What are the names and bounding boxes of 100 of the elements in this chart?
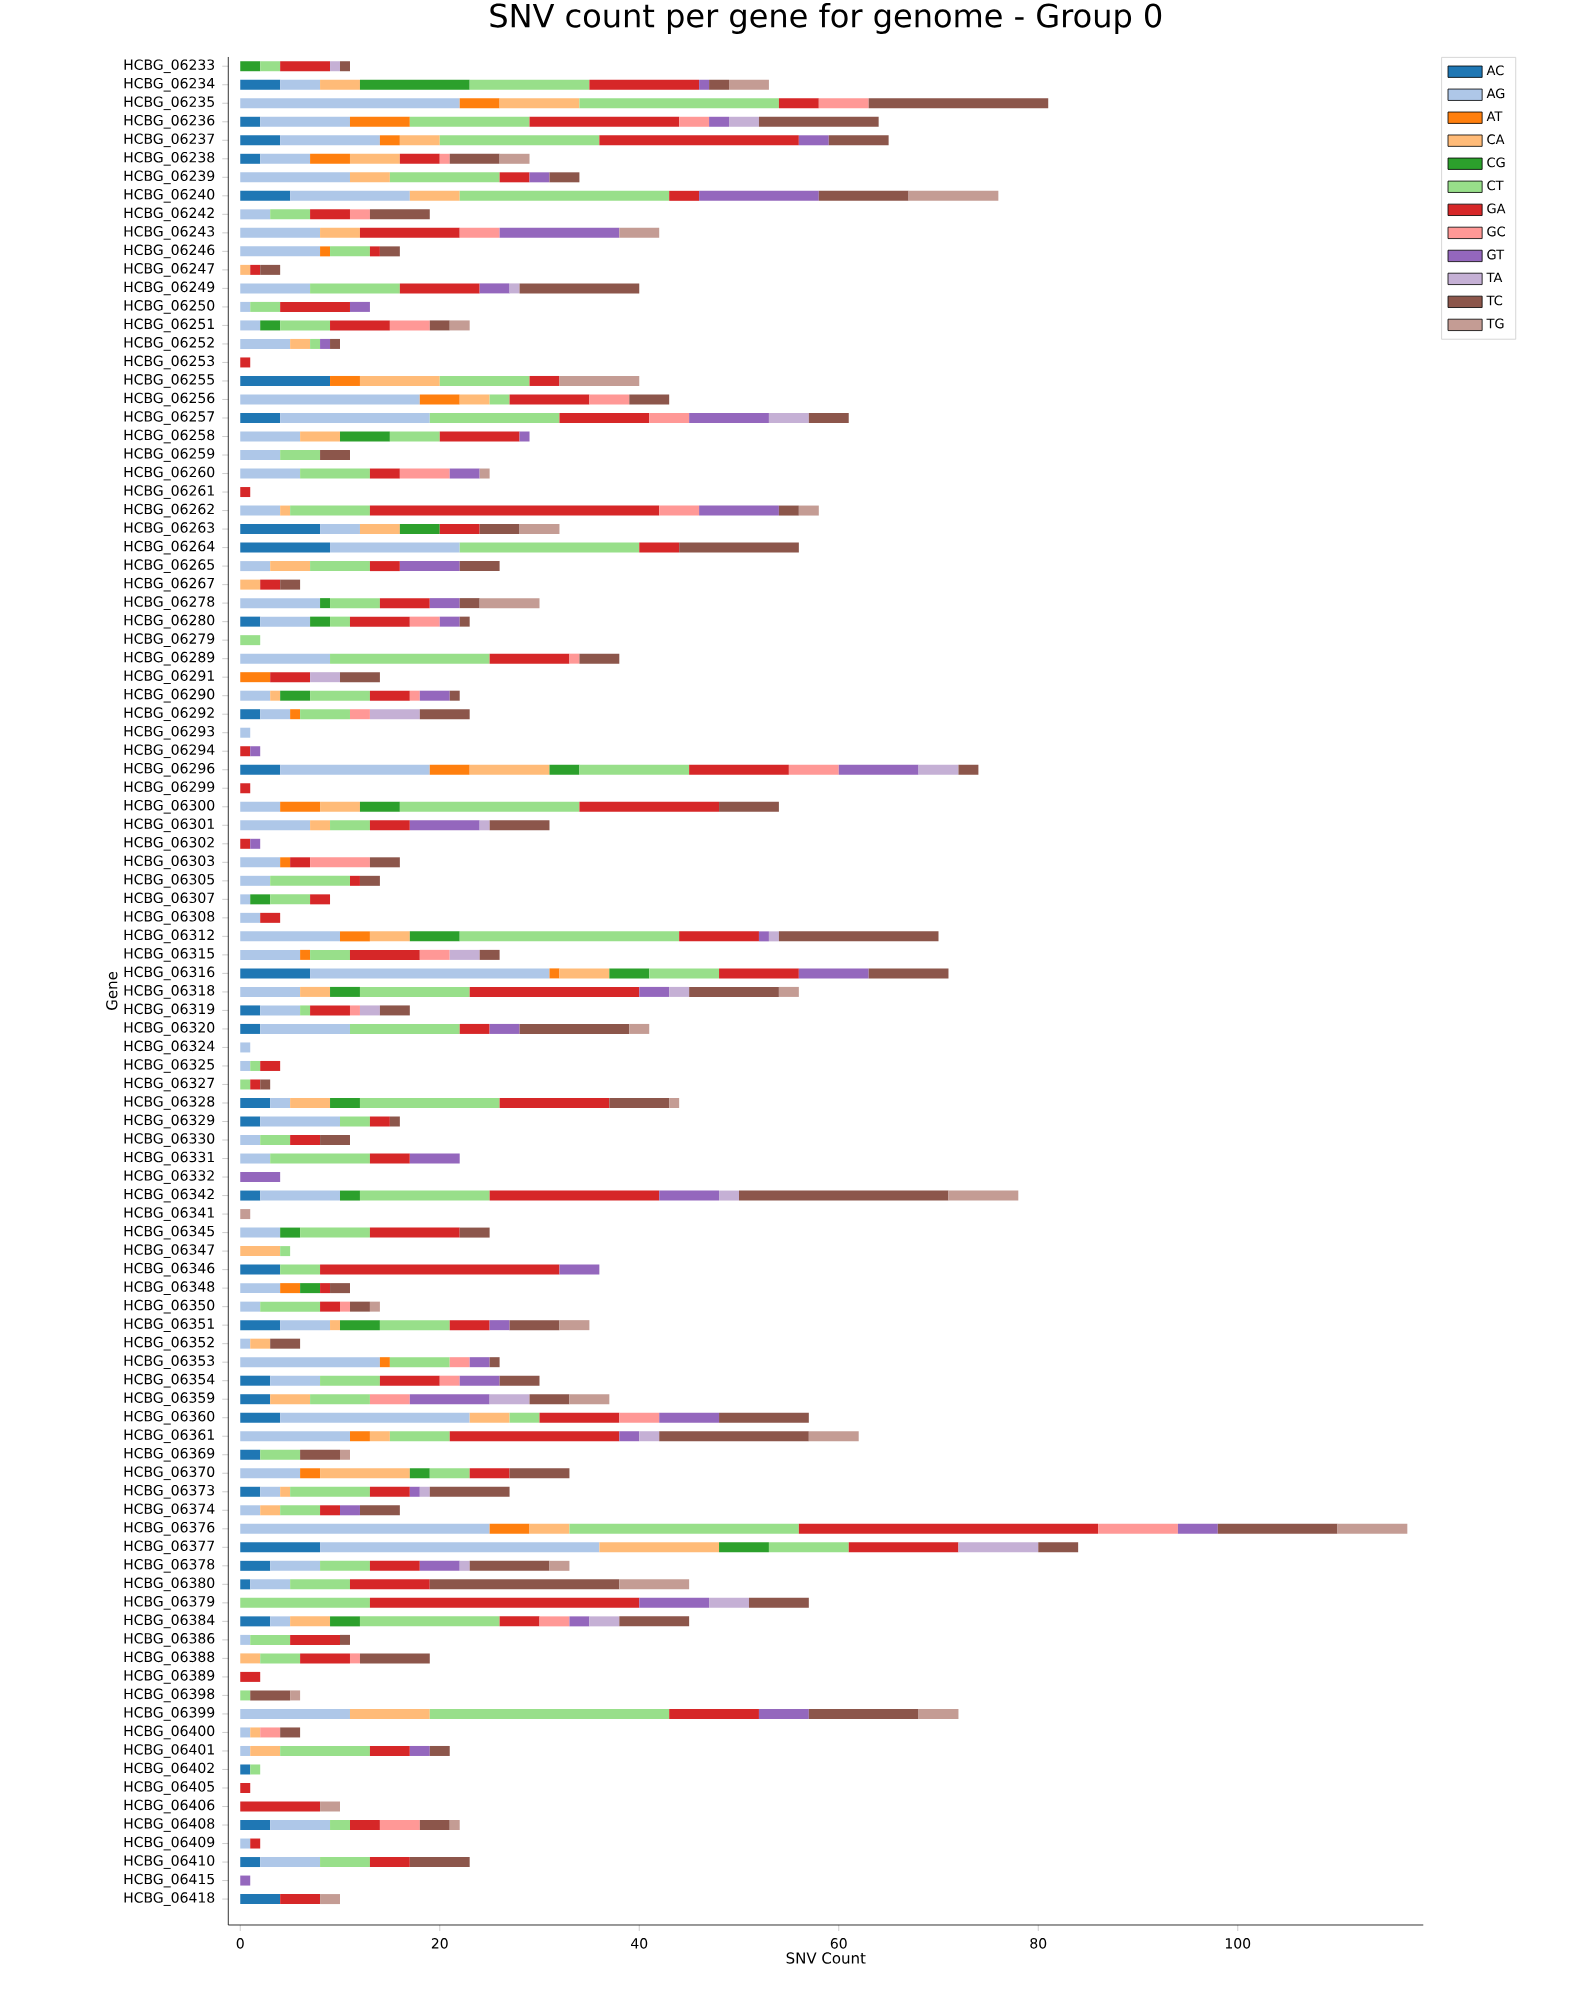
bar bbox=[549, 1560, 570, 1571]
bar bbox=[319, 79, 360, 90]
bar bbox=[250, 264, 261, 275]
bar bbox=[240, 1838, 251, 1849]
bar bbox=[240, 1079, 251, 1090]
bar bbox=[609, 1097, 670, 1108]
bar bbox=[679, 931, 759, 942]
y-tick-label: HCBG_06400 bbox=[124, 1725, 215, 1740]
y-tick-label: HCBG_06325 bbox=[124, 1059, 214, 1073]
bar bbox=[429, 1579, 620, 1590]
bar bbox=[240, 98, 460, 109]
legend-label: AG bbox=[1486, 88, 1505, 99]
y-tick-label: HCBG_06238 bbox=[124, 151, 215, 166]
y-tick-label: HCBG_06262 bbox=[124, 503, 214, 518]
bar bbox=[250, 1745, 281, 1756]
bar bbox=[280, 1320, 330, 1331]
bar bbox=[250, 1690, 290, 1701]
bar bbox=[778, 931, 939, 942]
bar bbox=[619, 1616, 689, 1627]
y-tick-label: HCBG_06267 bbox=[124, 577, 214, 592]
bar bbox=[280, 135, 380, 146]
x-tick-label: 20 bbox=[431, 1938, 448, 1949]
bar bbox=[349, 616, 410, 627]
bar bbox=[319, 598, 330, 609]
bar bbox=[280, 690, 310, 701]
bar bbox=[778, 98, 819, 109]
y-tick-label: HCBG_06302 bbox=[124, 836, 214, 851]
bar bbox=[479, 598, 540, 609]
y-tick-label: HCBG_06327 bbox=[124, 1077, 214, 1092]
bar bbox=[359, 1653, 430, 1664]
bar bbox=[240, 1875, 251, 1886]
bar bbox=[409, 931, 460, 942]
bar bbox=[270, 875, 350, 886]
bar bbox=[409, 1486, 420, 1497]
bar bbox=[659, 1190, 719, 1201]
bar bbox=[669, 190, 699, 201]
bar bbox=[290, 1690, 300, 1701]
bar bbox=[240, 283, 310, 294]
bar bbox=[589, 394, 630, 405]
bar bbox=[419, 1486, 430, 1497]
bar bbox=[280, 412, 430, 423]
bar bbox=[319, 1505, 340, 1516]
y-tick-label: HCBG_06330 bbox=[124, 1133, 215, 1147]
bar bbox=[689, 764, 789, 775]
bar bbox=[339, 1301, 350, 1312]
bar bbox=[260, 1486, 281, 1497]
bar bbox=[250, 838, 261, 849]
bar bbox=[509, 1468, 570, 1479]
bar bbox=[240, 727, 251, 738]
y-tick-label: HCBG_06251 bbox=[124, 318, 214, 333]
bar bbox=[299, 1227, 370, 1238]
bar bbox=[459, 616, 470, 627]
legend-label: TG bbox=[1486, 318, 1504, 329]
bar bbox=[379, 1357, 390, 1368]
bar bbox=[459, 561, 500, 572]
bar bbox=[629, 1023, 650, 1034]
bar bbox=[319, 1560, 370, 1571]
bar bbox=[449, 1820, 460, 1831]
y-tick-label: HCBG_06299 bbox=[124, 781, 215, 796]
bar bbox=[260, 116, 350, 127]
bar bbox=[309, 616, 330, 627]
bar bbox=[290, 190, 410, 201]
bar bbox=[369, 468, 400, 479]
bar bbox=[689, 412, 769, 423]
bar bbox=[359, 227, 460, 238]
bar bbox=[369, 246, 380, 257]
legend-label: CA bbox=[1487, 134, 1505, 145]
bar bbox=[240, 1153, 271, 1164]
bar bbox=[429, 412, 560, 423]
bar bbox=[958, 1542, 1039, 1553]
bar bbox=[808, 412, 849, 423]
bar bbox=[240, 524, 320, 535]
bar bbox=[240, 820, 310, 831]
y-tick-label: HCBG_06328 bbox=[124, 1096, 215, 1110]
bar bbox=[290, 505, 370, 516]
y-tick-label: HCBG_06243 bbox=[124, 226, 214, 240]
y-tick-label: HCBG_06360 bbox=[124, 1410, 215, 1425]
bar bbox=[270, 894, 310, 905]
bar bbox=[329, 1097, 360, 1108]
bar bbox=[489, 1190, 660, 1201]
bar bbox=[519, 524, 560, 535]
bar bbox=[260, 1060, 281, 1071]
bar bbox=[280, 1727, 300, 1738]
y-tick-label: HCBG_06341 bbox=[124, 1207, 214, 1221]
bar bbox=[270, 1153, 370, 1164]
bar bbox=[529, 1394, 570, 1405]
y-tick-label: HCBG_06376 bbox=[124, 1521, 215, 1536]
bar bbox=[499, 1097, 610, 1108]
bar bbox=[329, 338, 340, 349]
y-tick-label: HCBG_06377 bbox=[124, 1540, 214, 1555]
bar bbox=[639, 1597, 709, 1608]
bar bbox=[240, 1597, 370, 1608]
bar bbox=[439, 375, 530, 386]
bar bbox=[240, 783, 251, 794]
bar bbox=[240, 1264, 281, 1275]
bar bbox=[459, 1560, 470, 1571]
bar bbox=[240, 1357, 380, 1368]
bar bbox=[469, 986, 640, 997]
bar bbox=[280, 1505, 320, 1516]
bar bbox=[339, 431, 390, 442]
